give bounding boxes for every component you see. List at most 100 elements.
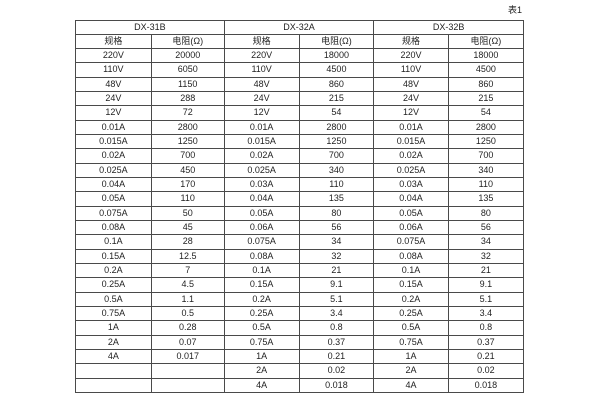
table-cell: 0.018 [298,377,375,394]
column-header-resistance-dx32b: 电阻(Ω) [447,34,525,49]
table-cell: 18000 [298,47,375,64]
table-cell: 5.1 [298,291,375,307]
table-cell: 0.8 [298,320,375,336]
table-cell: 21 [447,262,525,279]
table-cell: 0.04A [223,191,300,207]
table-cell: 4A [223,377,300,394]
table-cell: 700 [447,148,525,164]
table-cell: 0.5 [150,305,225,322]
table-cell: 0.05A [223,205,300,221]
table-cell: 700 [298,148,375,164]
table-group-header-row: DX-31B DX-32A DX-32B [75,20,524,35]
table-cell: 1150 [150,76,225,92]
table-cell [75,377,152,394]
table-cell: 0.1A [75,234,152,250]
table-row: 0.75A 0.5 0.25A 3.4 0.25A 3.4 [75,305,525,322]
table-cell: 0.01A [75,119,152,135]
table-cell: 1A [75,320,152,336]
table-row: 110V 6050 110V 4500 110V 4500 [75,62,525,78]
table-cell: 0.25A [223,305,300,322]
table-cell: 48V [373,76,449,92]
table-cell: 340 [447,162,525,178]
table-cell: 3.4 [447,305,525,322]
table-cell: 34 [447,234,525,250]
table-cell: 110V [373,62,449,78]
table-cell: 32 [298,248,375,264]
table-cell: 48V [223,76,300,92]
table-cell: 12V [75,105,152,121]
table-cell: 110V [75,62,152,78]
table-cell: 72 [150,105,225,121]
resistance-spec-table: DX-31B DX-32A DX-32B 规格 电阻(Ω) 规格 电阻(Ω) 规… [75,20,525,394]
table-cell: 0.08A [373,248,449,264]
table-cell: 110 [298,176,375,193]
column-header-spec-dx32b: 规格 [373,34,449,49]
table-cell: 0.5A [75,291,152,307]
table-cell: 9.1 [298,277,375,293]
table-cell: 0.75A [75,305,152,322]
column-header-spec-dx31b: 规格 [75,34,152,49]
table-cell: 860 [447,76,525,92]
table-cell: 0.04A [373,191,449,207]
table-cell: 0.015A [75,133,152,150]
table-cell: 0.025A [373,162,449,178]
table-cell: 0.28 [150,320,225,336]
table-cell: 5.1 [447,291,525,307]
group-header-dx32b: DX-32B [373,20,524,35]
table-cell: 0.2A [223,291,300,307]
table-cell: 0.21 [298,348,375,365]
table-cell: 0.025A [75,162,152,178]
table-row: 2A 0.02 2A 0.02 [75,363,525,379]
table-cell: 56 [447,219,525,236]
table-cell: 135 [447,191,525,207]
table-cell: 0.01A [373,119,449,135]
table-cell: 12V [373,105,449,121]
table-cell: 28 [150,234,225,250]
table-cell: 18000 [447,47,525,64]
table-cell: 0.02A [373,148,449,164]
table-row: 220V 20000 220V 18000 220V 18000 [75,47,525,64]
table-cell: 0.02 [447,363,525,379]
table-row: 0.2A 7 0.1A 21 0.1A 21 [75,262,525,279]
table-cell: 48V [75,76,152,92]
table-cell: 0.015A [373,133,449,150]
table-cell: 450 [150,162,225,178]
table-cell: 0.75A [223,334,300,350]
table-cell: 6050 [150,62,225,78]
table-cell: 0.2A [75,262,152,279]
table-row: 0.015A 1250 0.015A 1250 0.015A 1250 [75,133,525,150]
table-cell: 34 [298,234,375,250]
table-cell: 80 [447,205,525,221]
table-cell: 21 [298,262,375,279]
table-body: 220V 20000 220V 18000 220V 18000 110V 6050 110V 4… [75,47,525,394]
table-cell [150,377,225,394]
table-cell: 4A [75,348,152,365]
table-cell [75,363,152,379]
table-cell: 7 [150,262,225,279]
table-cell: 0.1A [373,262,449,279]
table-row: 1A 0.28 0.5A 0.8 0.5A 0.8 [75,320,525,336]
table-cell: 0.05A [75,191,152,207]
table-cell: 0.075A [75,205,152,221]
table-cell: 12.5 [150,248,225,264]
table-cell: 340 [298,162,375,178]
table-caption: 表1 [507,5,522,15]
table-cell: 0.21 [447,348,525,365]
table-row: 0.15A 12.5 0.08A 32 0.08A 32 [75,248,525,264]
table-row: 0.04A 170 0.03A 110 0.03A 110 [75,176,525,193]
table-cell: 32 [447,248,525,264]
table-cell: 54 [298,105,375,121]
table-row: 0.5A 1.1 0.2A 5.1 0.2A 5.1 [75,291,525,307]
table-cell: 0.075A [223,234,300,250]
table-cell: 220V [223,47,300,64]
table-cell: 0.015A [223,133,300,150]
table-cell: 1250 [447,133,525,150]
table-cell: 860 [298,76,375,92]
table-cell: 4A [373,377,449,394]
table-cell: 700 [150,148,225,164]
table-row: 0.02A 700 0.02A 700 0.02A 700 [75,148,525,164]
table-cell: 288 [150,90,225,107]
table-row: 24V 288 24V 215 24V 215 [75,90,525,107]
table-row: 12V 72 12V 54 12V 54 [75,105,525,121]
